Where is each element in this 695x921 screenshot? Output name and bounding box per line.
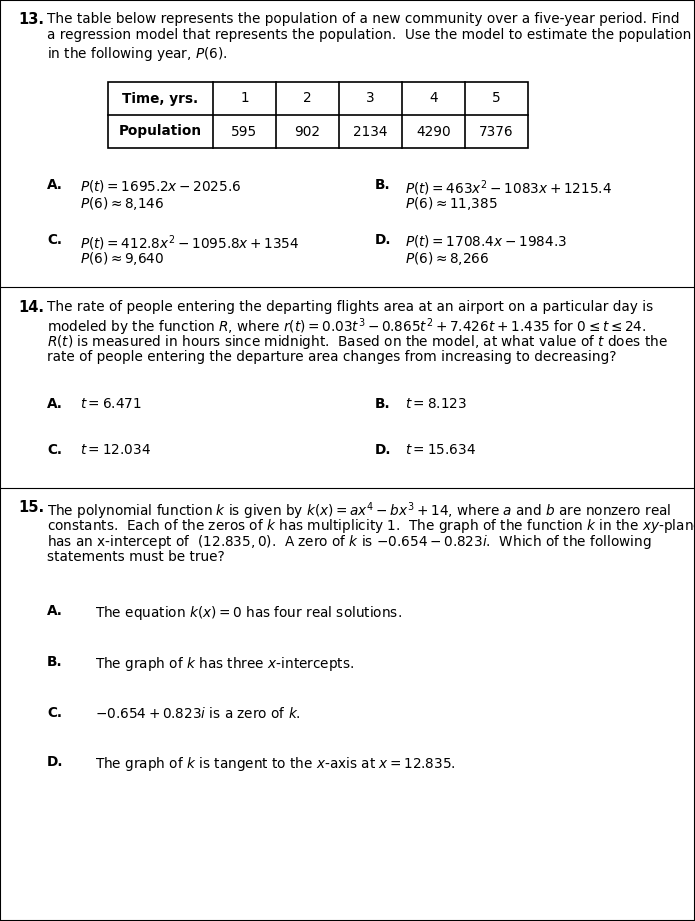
Text: $P(t) = 1708.4x - 1984.3$: $P(t) = 1708.4x - 1984.3$ [405, 233, 567, 249]
Text: B.: B. [375, 178, 391, 192]
Text: $P(t) = 1695.2x - 2025.6$: $P(t) = 1695.2x - 2025.6$ [80, 178, 241, 194]
Text: The rate of people entering the departing flights area at an airport on a partic: The rate of people entering the departin… [47, 300, 653, 314]
Text: $-0.654 + 0.823i$ is a zero of $k$.: $-0.654 + 0.823i$ is a zero of $k$. [95, 706, 301, 721]
Text: D.: D. [375, 233, 391, 247]
Text: D.: D. [47, 755, 63, 769]
Text: A.: A. [47, 397, 63, 411]
Text: Time, yrs.: Time, yrs. [122, 91, 199, 106]
Text: $P(t) = 463x^2 - 1083x + 1215.4$: $P(t) = 463x^2 - 1083x + 1215.4$ [405, 178, 612, 198]
Text: 15.: 15. [18, 500, 44, 515]
Text: B.: B. [375, 397, 391, 411]
Text: in the following year, $P(6)$.: in the following year, $P(6)$. [47, 45, 227, 63]
Text: B.: B. [47, 655, 63, 669]
Text: 4: 4 [430, 91, 438, 106]
Text: 14.: 14. [18, 300, 44, 315]
Text: C.: C. [47, 706, 62, 720]
Text: Population: Population [119, 124, 202, 138]
Text: 595: 595 [231, 124, 258, 138]
Text: constants.  Each of the zeros of $k$ has multiplicity 1.  The graph of the funct: constants. Each of the zeros of $k$ has … [47, 517, 695, 534]
Text: The table below represents the population of a new community over a five-year pe: The table below represents the populatio… [47, 12, 680, 26]
Text: $P(6) \approx 8{,}146$: $P(6) \approx 8{,}146$ [80, 195, 165, 212]
Bar [108, 82, 528, 148]
Text: $t = 6.471$: $t = 6.471$ [80, 397, 142, 411]
Text: 7376: 7376 [480, 124, 514, 138]
Text: $P(6) \approx 11{,}385$: $P(6) \approx 11{,}385$ [405, 195, 498, 212]
Text: 2134: 2134 [353, 124, 388, 138]
Text: 5: 5 [492, 91, 501, 106]
Text: A.: A. [47, 178, 63, 192]
Text: The graph of $k$ has three $x$-intercepts.: The graph of $k$ has three $x$-intercept… [95, 655, 354, 673]
Text: statements must be true?: statements must be true? [47, 550, 224, 564]
Text: 902: 902 [295, 124, 320, 138]
Text: rate of people entering the departure area changes from increasing to decreasing: rate of people entering the departure ar… [47, 349, 616, 364]
Text: $P(t) = 412.8x^2 - 1095.8x + 1354$: $P(t) = 412.8x^2 - 1095.8x + 1354$ [80, 233, 300, 252]
Text: A.: A. [47, 604, 63, 618]
Text: D.: D. [375, 443, 391, 457]
Text: 13.: 13. [18, 12, 44, 27]
Text: $R(t)$ is measured in hours since midnight.  Based on the model, at what value o: $R(t)$ is measured in hours since midnig… [47, 333, 668, 351]
Text: $P(6) \approx 9{,}640$: $P(6) \approx 9{,}640$ [80, 250, 164, 267]
Text: 1: 1 [240, 91, 249, 106]
Text: 2: 2 [303, 91, 312, 106]
Text: $P(6) \approx 8{,}266$: $P(6) \approx 8{,}266$ [405, 250, 489, 267]
Text: modeled by the function $R$, where $r(t) = 0.03t^3 - 0.865t^2 + 7.426t + 1.435$ : modeled by the function $R$, where $r(t)… [47, 317, 646, 338]
Text: a regression model that represents the population.  Use the model to estimate th: a regression model that represents the p… [47, 29, 692, 42]
Text: has an x-intercept of  $(12.835, 0)$.  A zero of $k$ is $-0.654 - 0.823i$.  Whic: has an x-intercept of $(12.835, 0)$. A z… [47, 533, 651, 551]
Text: $t = 12.034$: $t = 12.034$ [80, 443, 151, 457]
Text: The graph of $k$ is tangent to the $x$-axis at $x = 12.835$.: The graph of $k$ is tangent to the $x$-a… [95, 755, 456, 773]
Text: C.: C. [47, 233, 62, 247]
Text: 4290: 4290 [416, 124, 451, 138]
Text: $t = 15.634$: $t = 15.634$ [405, 443, 476, 457]
Text: The equation $k(x) = 0$ has four real solutions.: The equation $k(x) = 0$ has four real so… [95, 604, 402, 622]
Text: The polynomial function $k$ is given by $k(x) = ax^4 - bx^3 + 14$, where $a$ and: The polynomial function $k$ is given by … [47, 500, 671, 521]
Text: $t =8.123$: $t =8.123$ [405, 397, 467, 411]
Text: 3: 3 [366, 91, 375, 106]
Text: C.: C. [47, 443, 62, 457]
